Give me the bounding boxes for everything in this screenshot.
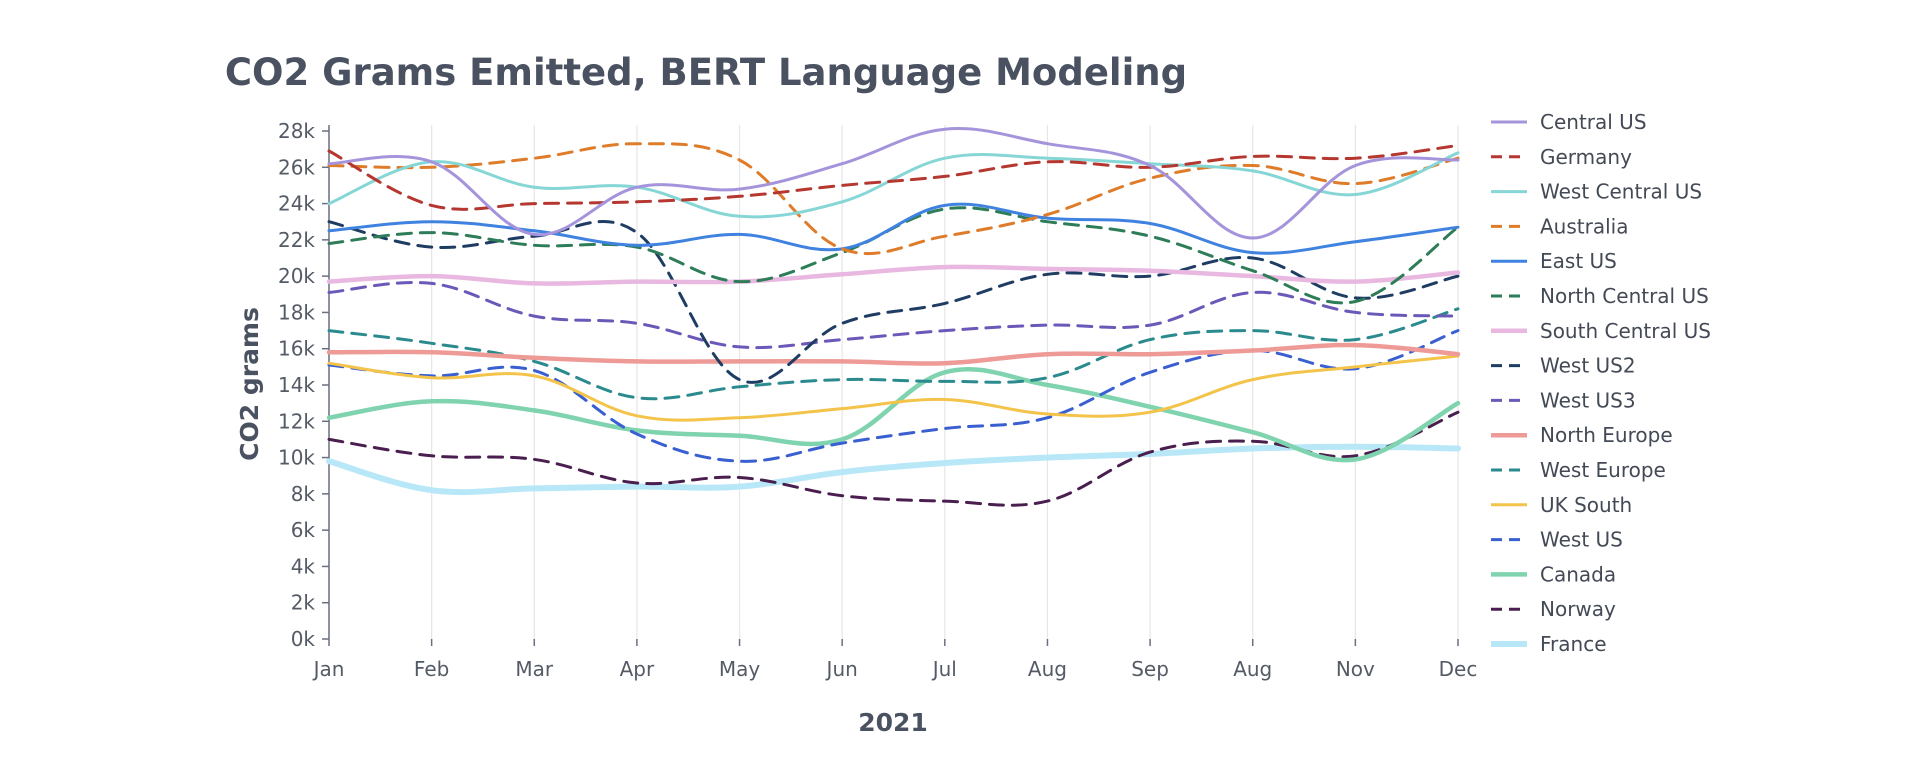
grid xyxy=(328,125,1459,639)
legend: Central US Germany West Central US Australi… xyxy=(1491,110,1711,656)
legend-label: North Europe xyxy=(1540,423,1673,447)
series-line-north-europe xyxy=(326,342,1461,366)
legend-label: Norway xyxy=(1540,597,1616,621)
series-line-uk-south xyxy=(327,354,1460,422)
x-tick-label: Aug xyxy=(1233,657,1272,681)
y-tick-label: 0k xyxy=(291,627,316,651)
series-line-central-us xyxy=(327,127,1460,240)
x-tick-label: Nov xyxy=(1336,657,1375,681)
legend-item-germany[interactable]: Germany xyxy=(1491,145,1632,169)
y-tick-label: 10k xyxy=(278,446,315,470)
x-tick-label: Feb xyxy=(414,657,449,681)
legend-item-canada[interactable]: Canada xyxy=(1491,562,1616,586)
x-tick-label: Apr xyxy=(620,657,655,681)
legend-item-australia[interactable]: Australia xyxy=(1491,214,1628,238)
y-tick-label: 24k xyxy=(278,192,315,216)
legend-item-west-us2[interactable]: West US2 xyxy=(1491,354,1636,378)
x-tick-label: Jan xyxy=(312,657,345,681)
y-tick-label: 16k xyxy=(278,337,315,361)
legend-item-norway[interactable]: Norway xyxy=(1491,597,1616,621)
series-line-west-us3 xyxy=(327,281,1460,350)
legend-item-north-europe[interactable]: North Europe xyxy=(1491,423,1673,447)
legend-label: West US xyxy=(1540,528,1623,552)
y-tick-label: 28k xyxy=(278,119,315,143)
series-layer xyxy=(326,127,1461,507)
legend-label: West US2 xyxy=(1540,354,1636,378)
legend-label: Canada xyxy=(1540,562,1616,586)
legend-label: North Central US xyxy=(1540,284,1709,308)
y-axis-title: CO2 grams xyxy=(235,307,264,461)
legend-item-west-us[interactable]: West US xyxy=(1491,528,1623,552)
legend-label: UK South xyxy=(1540,493,1632,517)
series-line-france xyxy=(326,443,1461,496)
legend-label: West US3 xyxy=(1540,388,1636,412)
x-axis-title: 2021 xyxy=(858,708,928,737)
legend-label: West Europe xyxy=(1540,458,1666,482)
x-tick-label: Jun xyxy=(825,657,858,681)
series-line-south-central-us xyxy=(326,264,1461,286)
y-tick-label: 18k xyxy=(278,300,315,324)
y-tick-label: 12k xyxy=(278,409,315,433)
legend-item-south-central-us[interactable]: South Central US xyxy=(1491,319,1711,343)
x-tick-label: Aug xyxy=(1028,657,1067,681)
y-tick-label: 6k xyxy=(291,518,316,542)
series-line-australia xyxy=(327,142,1460,256)
y-tick-label: 4k xyxy=(291,554,316,578)
legend-item-france[interactable]: France xyxy=(1491,632,1607,656)
series-line-west-us2 xyxy=(327,219,1460,384)
x-tick-label: Sep xyxy=(1131,657,1169,681)
legend-label: South Central US xyxy=(1540,319,1711,343)
legend-item-west-europe[interactable]: West Europe xyxy=(1491,458,1666,482)
legend-item-uk-south[interactable]: UK South xyxy=(1491,493,1632,517)
legend-item-east-us[interactable]: East US xyxy=(1491,249,1617,273)
y-tick-label: 8k xyxy=(291,482,316,506)
y-tick-label: 22k xyxy=(278,228,315,252)
legend-label: East US xyxy=(1540,249,1617,273)
x-tick-label: Dec xyxy=(1439,657,1478,681)
y-tick-label: 20k xyxy=(278,264,315,288)
y-tick-label: 26k xyxy=(278,155,315,179)
series-line-east-us xyxy=(327,202,1460,255)
series-line-norway xyxy=(327,410,1460,507)
legend-item-west-central-us[interactable]: West Central US xyxy=(1491,180,1702,204)
series-line-west-central-us xyxy=(327,151,1460,219)
chart-title: CO2 Grams Emitted, BERT Language Modelin… xyxy=(225,51,1187,94)
series-line-germany xyxy=(327,144,1460,211)
legend-item-central-us[interactable]: Central US xyxy=(1491,110,1647,134)
legend-label: Australia xyxy=(1540,214,1628,238)
legend-label: West Central US xyxy=(1540,180,1702,204)
legend-item-west-us3[interactable]: West US3 xyxy=(1491,388,1636,412)
legend-label: France xyxy=(1540,632,1607,656)
x-tick-label: Jul xyxy=(931,657,957,681)
legend-label: Germany xyxy=(1540,145,1632,169)
legend-item-north-central-us[interactable]: North Central US xyxy=(1491,284,1709,308)
y-tick-label: 2k xyxy=(291,591,316,615)
axes: Jan Feb Mar Apr May Jun Jul Aug Sep Aug Nov Dec 0k 2k… xyxy=(278,119,1477,681)
x-tick-label: May xyxy=(719,657,761,681)
x-tick-label: Mar xyxy=(515,657,554,681)
series-line-canada xyxy=(326,367,1461,463)
legend-label: Central US xyxy=(1540,110,1647,134)
y-tick-label: 14k xyxy=(278,373,315,397)
